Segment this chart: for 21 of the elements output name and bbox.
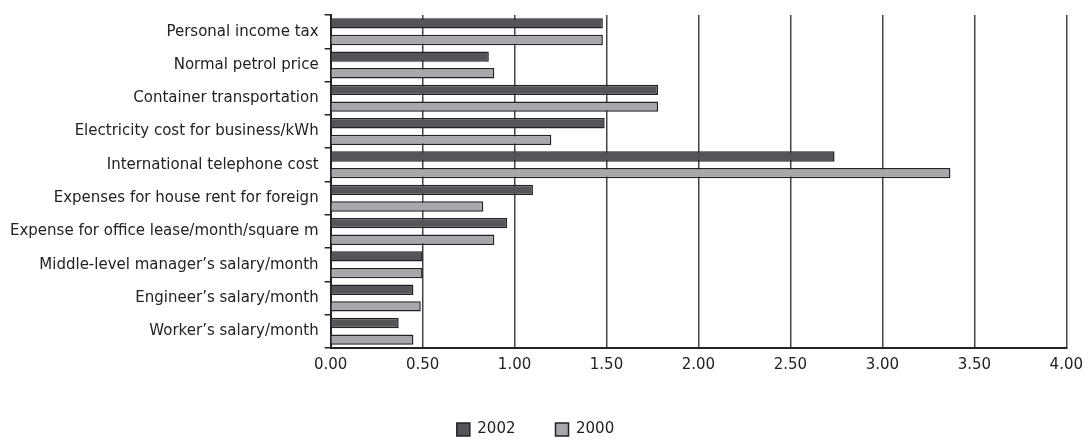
y-tick-label: Expenses for house rent for foreign	[53, 188, 319, 207]
x-tick-label: 3.00	[865, 354, 900, 373]
y-tick-label: Personal income tax	[166, 21, 319, 40]
x-tick-label: 1.00	[497, 354, 532, 373]
y-tick-label: Expense for office lease/month/square m	[9, 221, 319, 240]
x-tick-label: 0.00	[313, 354, 348, 373]
y-tick-label: Middle-level manager’s salary/month	[39, 254, 319, 273]
x-tick-label: 4.00	[1049, 354, 1083, 373]
x-tick-label: 0.50	[405, 354, 440, 373]
legend-label: 2000	[576, 419, 615, 438]
y-tick-label: Container transportation	[133, 88, 319, 107]
x-tick-label: 2.00	[681, 354, 716, 373]
y-tick-label: Electricity cost for business/kWh	[74, 121, 319, 140]
y-tick-label: Engineer’s salary/month	[135, 287, 319, 306]
legend-label: 2002	[477, 419, 516, 438]
x-tick-label: 3.50	[957, 354, 992, 373]
x-tick-label: 2.50	[773, 354, 808, 373]
x-tick-label: 1.50	[589, 354, 624, 373]
y-tick-label: International telephone cost	[106, 154, 319, 173]
y-tick-label: Normal petrol price	[173, 54, 319, 73]
y-tick-label: Worker’s salary/month	[149, 321, 319, 340]
